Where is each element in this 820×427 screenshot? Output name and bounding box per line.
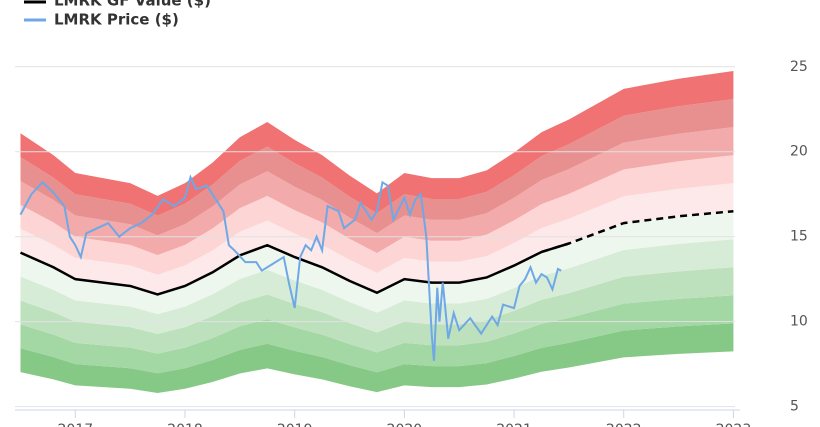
- value-band: [20, 267, 734, 354]
- x-tick-label: 2019: [277, 422, 313, 427]
- x-tick-label: 2018: [167, 422, 203, 427]
- value-band: [20, 183, 734, 295]
- value-band: [20, 99, 734, 236]
- series-line: [541, 209, 734, 254]
- series-line: [19, 242, 570, 296]
- x-tick-label: 2020: [387, 422, 423, 427]
- x-tick-label: 2021: [496, 422, 532, 427]
- y-tick-label: 15: [790, 229, 808, 245]
- legend-label: LMRK GF Value ($): [54, 0, 211, 10]
- x-tick-label: 2017: [58, 422, 94, 427]
- y-tick-label: 10: [790, 314, 808, 330]
- x-tick-label: 2022: [606, 422, 642, 427]
- series-line: [19, 174, 562, 361]
- y-tick-label: 5: [790, 399, 799, 415]
- y-tick-label: 25: [790, 59, 808, 75]
- value-band: [20, 295, 734, 374]
- legend-label: LMRK Price ($): [54, 11, 179, 29]
- value-band: [20, 127, 734, 256]
- value-band: [20, 71, 734, 216]
- value-band: [20, 323, 734, 394]
- value-band: [20, 211, 734, 315]
- y-tick-label: 20: [790, 144, 808, 160]
- x-tick-label: 2023: [716, 422, 752, 427]
- value-band: [20, 155, 734, 275]
- value-band: [20, 239, 734, 334]
